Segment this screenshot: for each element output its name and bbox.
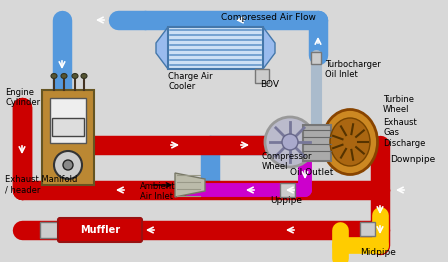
Text: Charge Air
Cooler: Charge Air Cooler <box>168 72 213 91</box>
Text: Compressed Air Flow: Compressed Air Flow <box>220 13 315 22</box>
Circle shape <box>282 134 298 150</box>
Text: Midpipe: Midpipe <box>360 248 396 257</box>
Text: Ambient
Air Inlet: Ambient Air Inlet <box>140 182 176 201</box>
Bar <box>311 52 321 64</box>
Bar <box>42 90 94 185</box>
Text: Turbine
Wheel: Turbine Wheel <box>383 95 414 114</box>
Text: Turbocharger
Oil Inlet: Turbocharger Oil Inlet <box>325 60 381 79</box>
Text: Uppipe: Uppipe <box>270 196 302 205</box>
Text: Engine
Cylinder: Engine Cylinder <box>5 88 40 107</box>
Circle shape <box>265 117 315 167</box>
Bar <box>52 118 84 136</box>
Polygon shape <box>263 27 275 69</box>
Bar <box>50 98 86 143</box>
Ellipse shape <box>72 74 78 79</box>
Text: Compressor
Wheel: Compressor Wheel <box>262 152 313 171</box>
Circle shape <box>54 151 82 179</box>
Bar <box>280 183 295 197</box>
Bar <box>360 222 375 236</box>
Text: Exhaust
Gas
Discharge: Exhaust Gas Discharge <box>383 118 425 148</box>
Ellipse shape <box>323 110 378 174</box>
Bar <box>255 69 269 83</box>
Bar <box>40 222 58 238</box>
Text: Muffler: Muffler <box>80 225 120 235</box>
Bar <box>303 125 331 161</box>
Circle shape <box>63 160 73 170</box>
Text: Oil Outlet: Oil Outlet <box>290 168 333 177</box>
Ellipse shape <box>51 74 57 79</box>
Ellipse shape <box>330 118 370 166</box>
Text: BOV: BOV <box>260 80 279 89</box>
Polygon shape <box>175 173 205 197</box>
Text: Exhaust Manifold
/ header: Exhaust Manifold / header <box>5 175 78 194</box>
Text: Downpipe: Downpipe <box>390 155 435 164</box>
Ellipse shape <box>81 74 87 79</box>
Bar <box>168 27 263 69</box>
Ellipse shape <box>61 74 67 79</box>
Polygon shape <box>156 27 168 69</box>
FancyBboxPatch shape <box>58 218 142 242</box>
